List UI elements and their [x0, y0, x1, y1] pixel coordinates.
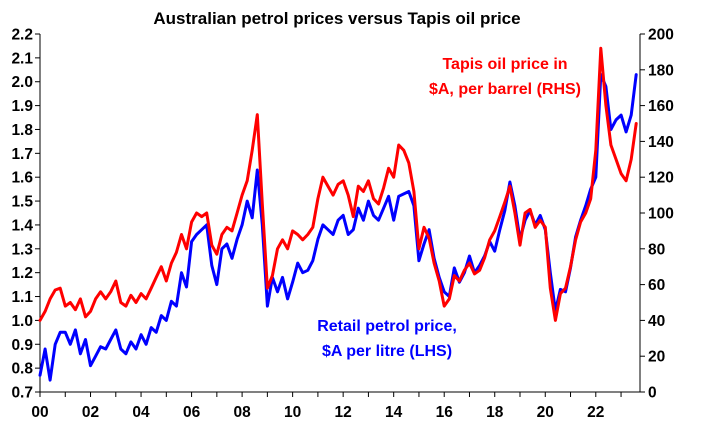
right-tick-label: 60	[648, 277, 665, 294]
x-tick-label: 18	[486, 404, 504, 421]
x-tick-label: 08	[233, 404, 251, 421]
right-tick-label: 0	[648, 385, 657, 402]
x-tick-label: 10	[284, 404, 301, 421]
x-tick-label: 06	[183, 404, 201, 421]
x-tick-label: 02	[82, 404, 99, 421]
left-tick-label: 1.3	[11, 241, 33, 258]
left-tick-label: 1.2	[11, 265, 33, 282]
x-tick-label: 16	[436, 404, 454, 421]
right-tick-label: 120	[648, 170, 674, 187]
left-tick-label: 0.8	[11, 361, 33, 378]
left-tick-label: 2.0	[11, 74, 33, 91]
left-tick-label: 2.1	[11, 50, 33, 67]
petrol-series-label-line-1: Retail petrol price,	[317, 318, 457, 335]
left-tick-label: 1.7	[11, 146, 33, 163]
x-tick-label: 20	[537, 404, 554, 421]
oil-series-label-line-1: Tapis oil price in	[442, 56, 567, 73]
right-tick-label: 140	[648, 134, 674, 151]
left-tick-label: 1.1	[11, 289, 33, 306]
right-tick-label: 100	[648, 206, 674, 223]
x-axis-ticks: 00 02 04 06 08 10 12 14 16 18 20 22	[31, 392, 622, 421]
series-lines	[38, 46, 638, 382]
oil-price-line	[38, 46, 638, 322]
x-tick-label: 12	[335, 404, 352, 421]
oil-series-label-line-2: $A, per barrel (RHS)	[429, 81, 581, 98]
petrol-series-label-line-2: $A per litre (LHS)	[322, 343, 452, 360]
right-tick-label: 80	[648, 241, 665, 258]
left-tick-label: 0.7	[11, 385, 33, 402]
right-tick-label: 20	[648, 349, 665, 366]
x-tick-label: 14	[385, 404, 403, 421]
left-tick-label: 1.0	[11, 313, 33, 330]
petrol-price-line	[38, 73, 638, 382]
x-tick-label: 00	[31, 404, 48, 421]
left-tick-label: 0.9	[11, 337, 33, 354]
left-tick-label: 1.6	[11, 170, 33, 187]
right-tick-label: 200	[648, 27, 674, 44]
left-tick-label: 1.5	[11, 194, 33, 211]
right-tick-label: 40	[648, 313, 665, 330]
left-tick-label: 1.9	[11, 98, 33, 115]
left-tick-label: 2.2	[11, 27, 33, 44]
x-tick-label: 04	[132, 404, 150, 421]
chart-title: Australian petrol prices versus Tapis oi…	[153, 9, 520, 28]
left-axis-ticks: 0.7 0.8 0.9 1.0 1.1 1.2 1.3 1.4 1.5 1.6 1.7 1.8 1.9 2…	[11, 27, 40, 402]
right-tick-label: 160	[648, 98, 674, 115]
right-axis-ticks: 0 20 40 60 80 100 120 140 160 180 200	[640, 27, 674, 402]
left-tick-label: 1.8	[11, 122, 33, 139]
right-tick-label: 180	[648, 62, 674, 79]
x-tick-label: 22	[587, 404, 604, 421]
left-tick-label: 1.4	[11, 217, 33, 234]
